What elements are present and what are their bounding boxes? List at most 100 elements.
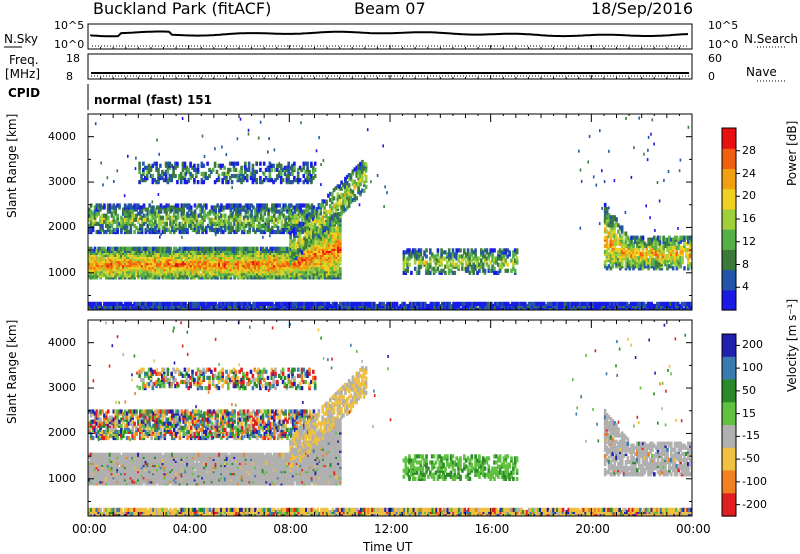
- data-cell: [444, 256, 447, 261]
- data-cell: [230, 161, 234, 166]
- data-cell: [636, 235, 639, 240]
- data-cell: [474, 258, 477, 263]
- data-cell: [110, 246, 114, 251]
- data-cell: [654, 237, 658, 242]
- data-cell: [455, 252, 458, 257]
- data-cell: [184, 227, 187, 233]
- data-cell: [261, 203, 265, 208]
- data-cell: [290, 301, 293, 306]
- data-cell: [283, 165, 287, 170]
- data-cell: [264, 175, 268, 181]
- data-cell: [506, 248, 509, 253]
- data-cell: [167, 301, 170, 306]
- data-cell: [163, 246, 167, 251]
- data-cell: [500, 264, 504, 269]
- data-cell: [305, 265, 308, 270]
- data-cell: [273, 229, 276, 235]
- data-cell: [423, 250, 426, 255]
- data-cell: [653, 241, 656, 246]
- data-cell: [231, 217, 235, 222]
- data-cell: [123, 213, 127, 218]
- data-cell: [183, 171, 187, 176]
- data-cell: [229, 301, 233, 306]
- data-cell: [605, 249, 609, 255]
- data-cell: [271, 301, 274, 306]
- data-cell: [304, 238, 307, 243]
- data-cell: [181, 161, 185, 166]
- data-cell: [472, 250, 475, 255]
- data-cell: [408, 256, 411, 261]
- data-cell: [210, 209, 214, 214]
- data-cell: [191, 213, 195, 218]
- data-cell: [206, 215, 210, 220]
- data-cell: [176, 248, 180, 253]
- data-cell: [310, 178, 313, 183]
- data-cell: [406, 256, 409, 261]
- data-cell: [240, 246, 244, 251]
- data-cell: [254, 301, 257, 306]
- data-cell: [151, 178, 155, 183]
- data-cell: [235, 301, 238, 306]
- data-cell: [306, 222, 309, 227]
- data-cell: [223, 205, 227, 210]
- data-cell: [624, 235, 628, 240]
- data-cell: [222, 301, 225, 306]
- data-cell: [284, 301, 287, 306]
- data-cell: [296, 231, 300, 236]
- data-cell: [512, 266, 515, 271]
- data-cell: [197, 301, 201, 306]
- data-cell: [269, 263, 272, 268]
- data-cell: [208, 173, 211, 179]
- data-cell: [211, 167, 215, 172]
- data-cell: [340, 186, 343, 191]
- data-cell: [290, 203, 293, 208]
- data-cell: [346, 205, 349, 210]
- data-cell: [233, 229, 236, 235]
- data-cell: [161, 229, 165, 235]
- data-cell: [308, 230, 311, 235]
- data-cell: [218, 263, 221, 268]
- data-cell: [402, 260, 406, 265]
- data-cell: [322, 261, 325, 266]
- data-cell: [355, 165, 358, 170]
- data-cell: [183, 180, 187, 185]
- data-cell: [617, 260, 620, 265]
- data-cell: [237, 213, 240, 218]
- data-cell: [88, 227, 91, 233]
- data-cell: [112, 203, 116, 208]
- data-cell: [634, 235, 637, 240]
- data-cell: [244, 213, 248, 218]
- data-cell: [189, 213, 193, 218]
- data-cell: [206, 211, 210, 216]
- data-cell: [208, 209, 212, 214]
- data-cell: [662, 249, 665, 255]
- data-cell: [329, 191, 332, 196]
- data-cell: [361, 174, 364, 179]
- data-cell: [497, 250, 500, 255]
- data-cell: [114, 305, 117, 310]
- data-cell: [289, 180, 292, 185]
- data-cell: [129, 227, 133, 233]
- data-cell: [256, 246, 259, 251]
- data-cell: [513, 268, 517, 273]
- data-cell: [299, 265, 302, 270]
- data-cell: [671, 237, 675, 242]
- data-cell: [683, 266, 686, 271]
- data-cell: [171, 207, 174, 212]
- data-cell: [202, 180, 206, 185]
- data-cell: [267, 217, 270, 222]
- data-cell: [214, 205, 218, 210]
- data-cell: [491, 268, 494, 273]
- data-cell: [620, 243, 624, 248]
- data-cell: [215, 169, 219, 174]
- data-cell: [310, 230, 313, 236]
- data-cell: [261, 229, 265, 235]
- data-cell: [285, 173, 289, 179]
- data-cell: [301, 229, 304, 235]
- data-cell: [172, 165, 175, 170]
- data-cell: [148, 246, 151, 251]
- data-cell: [135, 250, 138, 255]
- data-cell: [447, 252, 451, 257]
- data-cell: [620, 239, 624, 244]
- data-cell: [468, 270, 472, 275]
